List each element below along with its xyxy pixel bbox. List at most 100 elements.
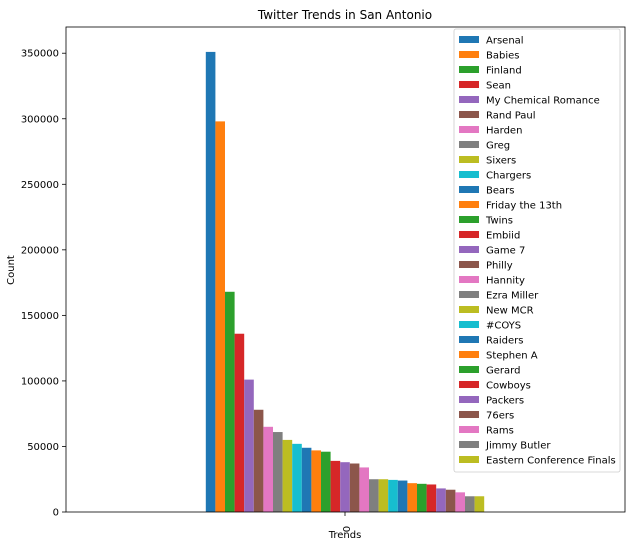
legend-swatch (459, 276, 479, 283)
bar-hannity (359, 467, 369, 512)
x-tick-label: 0 (342, 526, 353, 532)
plot-area: 0 50000 100000 150000 200000 250000 300000 3500… (21, 26, 626, 532)
legend-swatch (459, 396, 479, 403)
bar-philly (349, 463, 360, 512)
legend-swatch (459, 171, 479, 178)
bar-rand-paul (253, 409, 264, 512)
legend-label: Chargers (486, 171, 531, 182)
legend-label: Arsenal (486, 36, 524, 47)
legend-swatch (459, 381, 479, 388)
legend-label: Raiders (486, 336, 523, 347)
legend-label: Friday the 13th (486, 201, 562, 212)
legend-swatch (459, 261, 479, 268)
legend-swatch (459, 291, 479, 298)
y-tick-label: 350000 (21, 49, 59, 60)
legend-swatch (459, 321, 479, 328)
legend-swatch (459, 141, 479, 148)
legend-label: Jimmy Butler (485, 441, 551, 452)
plot-frame (65, 26, 626, 513)
bar-packers (436, 488, 446, 512)
legend-swatch (459, 246, 479, 253)
legend-swatch (459, 111, 479, 118)
legend-swatch (459, 441, 479, 448)
bar-chargers (292, 443, 302, 512)
legend: Arsenal Babies Finland Sean My Chemical Roma… (453, 28, 621, 473)
bar-twins (321, 451, 331, 512)
legend-swatch (459, 36, 479, 43)
legend-swatch (459, 351, 479, 358)
legend-swatch (459, 411, 479, 418)
legend-swatch (459, 426, 479, 433)
legend-label: Bears (486, 186, 514, 197)
y-tick-label: 200000 (21, 245, 59, 256)
y-tick-label: 300000 (21, 114, 59, 125)
bar-jimmy-butler (465, 496, 475, 512)
bar-eastern-conference-finals (474, 496, 485, 512)
bar-cowboys (426, 484, 437, 512)
y-tick-label: 150000 (21, 311, 59, 322)
legend-label: Harden (486, 126, 522, 137)
bar-ezra-miller (369, 479, 379, 512)
legend-swatch (459, 96, 479, 103)
bar-babies (215, 121, 225, 512)
bar-new-mcr (378, 479, 389, 512)
legend-label: Rams (486, 426, 514, 437)
bar-rams (455, 492, 465, 512)
y-tick-label: 50000 (27, 442, 59, 453)
y-tick-label: 0 (53, 508, 59, 519)
legend-label: Hannity (486, 276, 525, 287)
legend-swatch (459, 456, 479, 463)
legend-swatch (459, 186, 479, 193)
bar-stephen-a (407, 483, 417, 512)
legend-label: Finland (486, 66, 522, 77)
legend-label: Twins (485, 216, 513, 227)
legend-label: Embiid (486, 231, 520, 242)
legend-swatch (459, 156, 479, 163)
legend-label: New MCR (486, 306, 534, 317)
y-axis-label: Count (6, 255, 17, 285)
legend-label: Rand Paul (486, 111, 536, 122)
bar-gerard (417, 483, 427, 512)
bar-arsenal (205, 51, 216, 512)
legend-swatch (459, 66, 479, 73)
x-axis-label: Trends (328, 530, 362, 541)
legend-label: Babies (486, 51, 519, 62)
chart-title: Twitter Trends in San Antonio (257, 8, 432, 22)
bar-bears (301, 447, 312, 512)
bar-greg (273, 432, 283, 512)
legend-label: Ezra Miller (486, 291, 539, 302)
bar-finland (225, 291, 235, 512)
legend-swatch (459, 51, 479, 58)
bar-friday-the-13th (311, 450, 321, 512)
bar-harden (263, 426, 273, 512)
bar-embiid (330, 460, 341, 512)
legend-swatch (459, 201, 479, 208)
legend-swatch (459, 81, 479, 88)
legend-swatch (459, 231, 479, 238)
bar-my-chemical-romance (244, 379, 254, 512)
bar-raiders (397, 480, 408, 512)
bar-game-7 (340, 462, 350, 512)
legend-swatch (459, 126, 479, 133)
legend-label: Game 7 (486, 246, 525, 257)
legend-swatch (459, 306, 479, 313)
legend-label: #COYS (486, 321, 521, 332)
legend-label: Greg (486, 141, 510, 152)
legend-label: Cowboys (486, 381, 531, 392)
legend-label: Eastern Conference Finals (486, 456, 616, 467)
y-tick-label: 250000 (21, 180, 59, 191)
legend-label: Packers (486, 396, 524, 407)
legend-label: Sixers (486, 156, 516, 167)
y-tick-label: 100000 (21, 376, 59, 387)
legend-label: Philly (486, 261, 513, 272)
legend-label: 76ers (486, 411, 514, 422)
legend-box (453, 28, 621, 473)
legend-label: Gerard (486, 366, 520, 377)
legend-label: Stephen A (486, 351, 538, 362)
bar-coys (388, 479, 398, 512)
legend-label: Sean (486, 81, 511, 92)
legend-swatch (459, 366, 479, 373)
bar-76ers (445, 489, 456, 512)
legend-label: My Chemical Romance (486, 96, 600, 107)
